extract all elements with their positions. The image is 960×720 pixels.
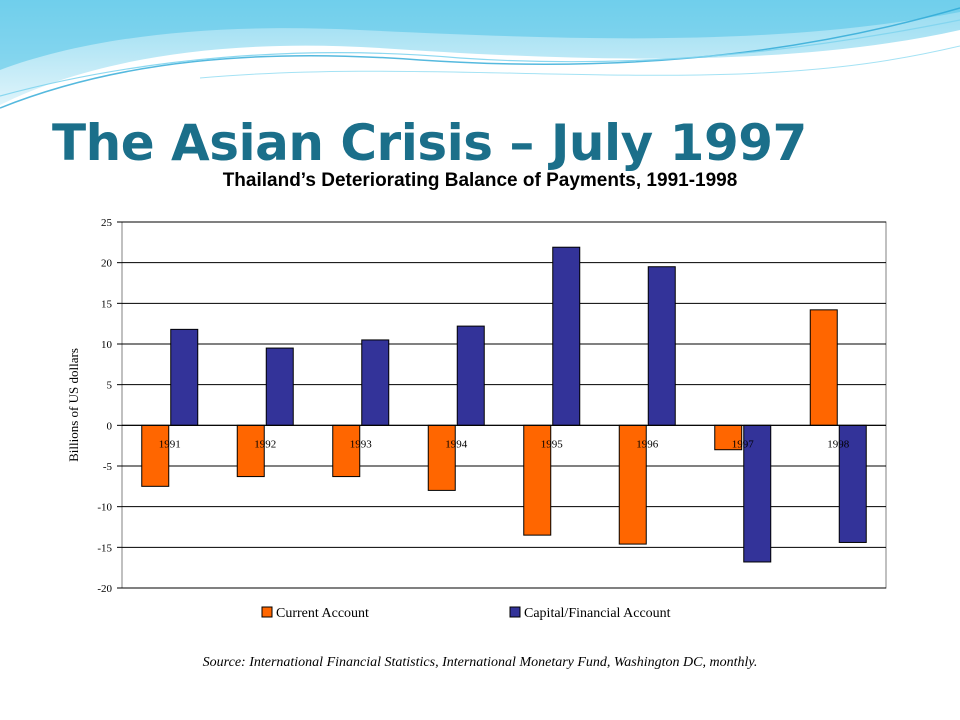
legend-swatch xyxy=(261,606,273,618)
bar-current-account-1995 xyxy=(523,424,552,536)
bar-capital-account-1995 xyxy=(552,246,581,426)
bar-current-account-1994 xyxy=(427,424,456,491)
slide-title: The Asian Crisis – July 1997 xyxy=(52,114,807,172)
bar-current-account-1991 xyxy=(141,424,170,487)
bar-capital-account-1993 xyxy=(361,339,390,426)
y-tick-label: -20 xyxy=(97,583,112,595)
y-tick-label: 20 xyxy=(101,258,113,270)
x-category-label: 1996 xyxy=(636,438,659,450)
legend-swatch xyxy=(509,606,521,618)
y-axis-label: Billions of US dollars xyxy=(66,348,81,462)
x-category-label: 1991 xyxy=(159,438,181,450)
x-category-label: 1998 xyxy=(827,438,850,450)
x-category-label: 1997 xyxy=(732,438,755,450)
source-note: Source: International Financial Statisti… xyxy=(202,655,758,670)
y-tick-label: 10 xyxy=(101,339,113,351)
bar-current-account-1993 xyxy=(332,424,361,478)
y-tick-label: 5 xyxy=(107,380,113,392)
bar-current-account-1992 xyxy=(236,424,265,478)
y-tick-label: 0 xyxy=(107,420,113,432)
y-tick-label: -5 xyxy=(103,461,113,473)
x-category-label: 1992 xyxy=(254,438,276,450)
x-category-label: 1994 xyxy=(445,438,468,450)
y-tick-label: -15 xyxy=(97,542,112,554)
bar-capital-account-1998 xyxy=(838,424,867,543)
bar-capital-account-1996 xyxy=(647,266,676,426)
legend-label: Current Account xyxy=(276,606,369,621)
bar-capital-account-1991 xyxy=(170,328,199,426)
legend-label: Capital/Financial Account xyxy=(524,606,671,621)
y-tick-label: 15 xyxy=(101,298,113,310)
x-category-label: 1993 xyxy=(350,438,373,450)
plot-area xyxy=(121,221,887,589)
bar-current-account-1997 xyxy=(714,424,743,451)
bar-capital-account-1992 xyxy=(265,347,294,426)
bar-current-account-1998 xyxy=(809,309,838,426)
decorative-wave-header xyxy=(0,0,960,109)
x-category-label: 1995 xyxy=(541,438,564,450)
bar-capital-account-1994 xyxy=(456,325,485,426)
y-tick-label: -10 xyxy=(97,502,112,514)
bar-current-account-1996 xyxy=(618,424,647,545)
y-tick-label: 25 xyxy=(101,217,113,229)
chart-title: Thailand’s Deteriorating Balance of Paym… xyxy=(222,170,738,191)
